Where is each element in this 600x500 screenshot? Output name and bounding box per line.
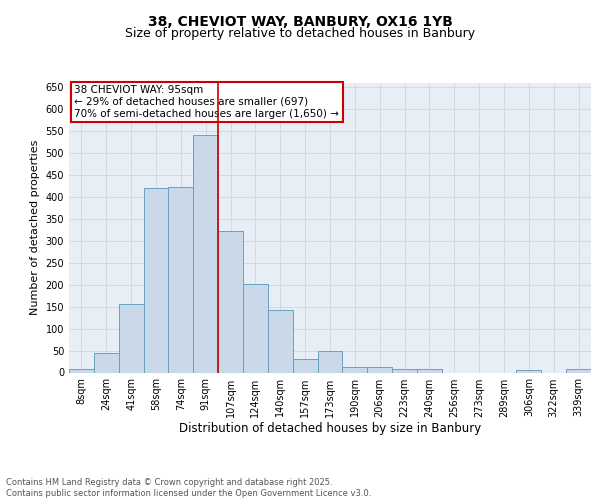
X-axis label: Distribution of detached houses by size in Banbury: Distribution of detached houses by size … [179, 422, 481, 436]
Bar [143, 188, 169, 372]
Text: Size of property relative to detached houses in Banbury: Size of property relative to detached ho… [125, 26, 475, 40]
Bar [517, 370, 541, 372]
Bar [392, 369, 417, 372]
Bar [119, 304, 143, 372]
Bar [193, 135, 218, 372]
Bar [566, 370, 591, 372]
Text: Contains HM Land Registry data © Crown copyright and database right 2025.
Contai: Contains HM Land Registry data © Crown c… [6, 478, 371, 498]
Y-axis label: Number of detached properties: Number of detached properties [30, 140, 40, 315]
Bar [169, 187, 193, 372]
Bar [218, 231, 243, 372]
Bar [367, 367, 392, 372]
Bar [268, 310, 293, 372]
Bar [317, 352, 343, 372]
Text: 38 CHEVIOT WAY: 95sqm
← 29% of detached houses are smaller (697)
70% of semi-det: 38 CHEVIOT WAY: 95sqm ← 29% of detached … [74, 86, 339, 118]
Bar [69, 369, 94, 372]
Text: 38, CHEVIOT WAY, BANBURY, OX16 1YB: 38, CHEVIOT WAY, BANBURY, OX16 1YB [148, 15, 452, 29]
Bar [343, 367, 367, 372]
Bar [293, 360, 317, 372]
Bar [243, 284, 268, 372]
Bar [94, 352, 119, 372]
Bar [417, 369, 442, 372]
